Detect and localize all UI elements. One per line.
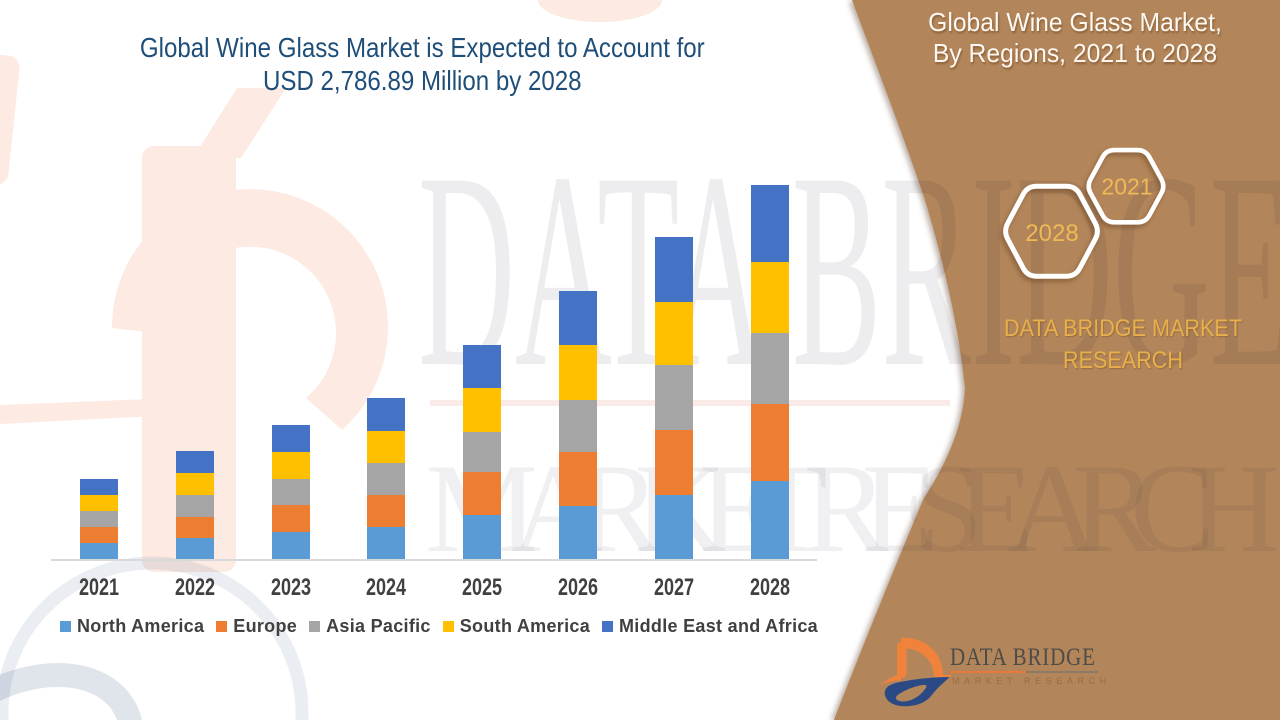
legend-label: Europe — [233, 616, 298, 636]
x-label-2022: 2022 — [174, 574, 215, 601]
bar-2028-middle-east-and-africa — [750, 184, 789, 262]
bar-2024-asia-pacific — [367, 462, 406, 495]
bar-2021-middle-east-and-africa — [80, 479, 118, 495]
bar-2026-europe — [559, 451, 597, 506]
legend-swatch — [309, 621, 321, 632]
x-label-2024: 2024 — [366, 574, 407, 601]
bar-2025-asia-pacific — [463, 432, 502, 473]
bar-2021-north-america — [80, 542, 118, 560]
bar-2022-north-america — [175, 537, 214, 560]
watermark-underline-band — [0, 398, 175, 424]
logo-b-bowl — [901, 638, 952, 677]
x-label-2025: 2025 — [462, 574, 503, 601]
x-label-2028: 2028 — [749, 574, 790, 601]
logo-swash — [880, 675, 901, 686]
brand-text: DATA BRIDGE MARKET RESEARCH — [975, 313, 1272, 377]
legend-item-europe: Europe — [216, 616, 297, 637]
sidebar-heading-line1: Global Wine Glass Market, — [928, 7, 1222, 37]
bar-2023-south-america — [271, 452, 310, 479]
legend-swatch — [60, 621, 71, 632]
bar-2023-north-america — [271, 532, 310, 560]
legend-swatch — [216, 621, 228, 632]
logo-leaf — [884, 676, 949, 707]
bar-2027-asia-pacific — [654, 364, 693, 431]
chart-title-line1: Global Wine Glass Market is Expected to … — [139, 32, 705, 63]
bar-2028-north-america — [750, 481, 789, 560]
watermark-b-bowl — [111, 189, 388, 430]
x-axis-line — [51, 559, 817, 561]
legend-label: South America — [459, 616, 591, 636]
bar-2028-asia-pacific — [750, 333, 789, 405]
bar-2022-asia-pacific — [175, 494, 214, 517]
chart-title: Global Wine Glass Market is Expected to … — [59, 31, 786, 97]
bar-2022-middle-east-and-africa — [175, 451, 214, 473]
watermark-top-blob — [538, 0, 662, 22]
hexagon-2021 — [1086, 147, 1166, 225]
chart-title-line2: USD 2,786.89 Million by 2028 — [262, 65, 582, 96]
databridge-logo: DATA BRIDGE MARKET RESEARCH — [880, 634, 1210, 710]
logo-b-stem — [897, 642, 907, 678]
hexagon-2028-label: 2028 — [1025, 220, 1078, 247]
bar-2027-north-america — [654, 494, 693, 560]
databridge-logo-tagline: MARKET RESEARCH — [952, 676, 1111, 686]
bar-2027-south-america — [654, 302, 693, 365]
hexagon-badges: 2021 2028 — [1003, 147, 1166, 279]
databridge-logo-icon — [880, 638, 952, 707]
bar-2023-middle-east-and-africa — [271, 425, 310, 453]
bar-2021-europe — [80, 526, 118, 543]
logo-underline-orange — [950, 671, 1026, 673]
bar-2024-south-america — [367, 431, 406, 463]
watermark-edge-sliver — [0, 54, 20, 185]
sidebar-heading: Global Wine Glass Market, By Regions, 20… — [890, 7, 1261, 69]
bar-2025-europe — [463, 472, 502, 516]
bar-2025-south-america — [463, 388, 502, 433]
x-label-2026: 2026 — [557, 574, 599, 601]
brand-text-line2: RESEARCH — [1062, 347, 1184, 374]
bar-2021-asia-pacific — [80, 510, 118, 527]
x-label-2023: 2023 — [270, 574, 311, 601]
x-label-2021: 2021 — [78, 574, 120, 601]
bar-2023-europe — [271, 505, 310, 533]
bar-2023-asia-pacific — [271, 478, 310, 506]
sidebar-panel-shape — [834, 0, 1280, 720]
watermark-b-hook — [193, 88, 286, 158]
bar-2028-south-america — [750, 261, 789, 333]
bar-2025-middle-east-and-africa — [463, 345, 502, 389]
bar-2021-south-america — [80, 494, 118, 511]
legend-item-asia-pacific: Asia Pacific — [309, 616, 431, 637]
sidebar-heading-line2: By Regions, 2021 to 2028 — [932, 38, 1218, 68]
hexagon-2021-label: 2021 — [1101, 174, 1152, 200]
bar-2025-north-america — [463, 515, 502, 560]
legend-label: North America — [77, 616, 205, 636]
legend: North America Europe Asia Pacific South Ame… — [0, 616, 878, 637]
bar-2028-europe — [750, 404, 789, 482]
legend-label: Asia Pacific — [326, 616, 431, 636]
watermark-circle — [0, 556, 309, 720]
legend-swatch — [442, 621, 454, 632]
bar-2024-europe — [367, 494, 406, 528]
bar-2022-europe — [175, 516, 214, 538]
x-label-2027: 2027 — [653, 574, 694, 601]
bar-2022-south-america — [175, 472, 214, 495]
bar-2026-north-america — [559, 505, 597, 560]
legend-label: Middle East and Africa — [619, 616, 818, 636]
logo-underline-gray — [1026, 671, 1098, 673]
bar-2026-south-america — [559, 345, 597, 401]
bar-2027-europe — [654, 430, 693, 495]
bar-2024-middle-east-and-africa — [367, 397, 406, 432]
legend-swatch — [602, 621, 614, 632]
bar-2024-north-america — [367, 527, 406, 560]
databridge-logo-name: DATA BRIDGE — [950, 644, 1096, 671]
bar-2026-asia-pacific — [559, 400, 597, 452]
legend-item-south-america: South America — [442, 616, 591, 637]
brand-text-line1: DATA BRIDGE MARKET — [1003, 315, 1243, 342]
hexagon-2028 — [1003, 183, 1100, 279]
bar-2027-middle-east-and-africa — [654, 237, 693, 303]
legend-item-north-america: North America — [60, 616, 204, 637]
legend-item-middle-east-and-africa: Middle East and Africa — [602, 616, 818, 637]
bar-2026-middle-east-and-africa — [559, 291, 597, 346]
